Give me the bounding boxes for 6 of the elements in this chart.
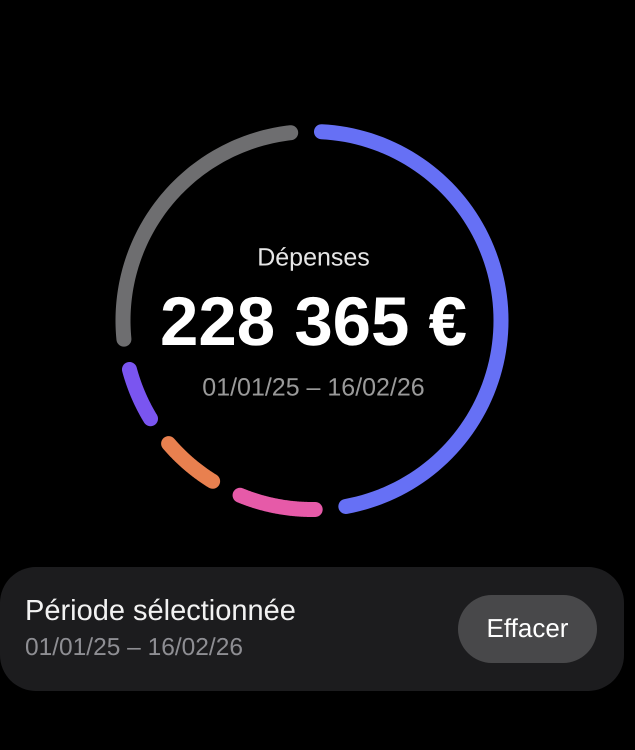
text: 01/01/25 – 16/02/26 [202,374,425,402]
text: 01/01/25 – 16/02/26 [25,634,243,662]
text: 228 365 € [160,283,467,360]
text: Dépenses [257,244,370,272]
text: Période sélectionnée [25,595,296,628]
text: Effacer [458,595,597,663]
